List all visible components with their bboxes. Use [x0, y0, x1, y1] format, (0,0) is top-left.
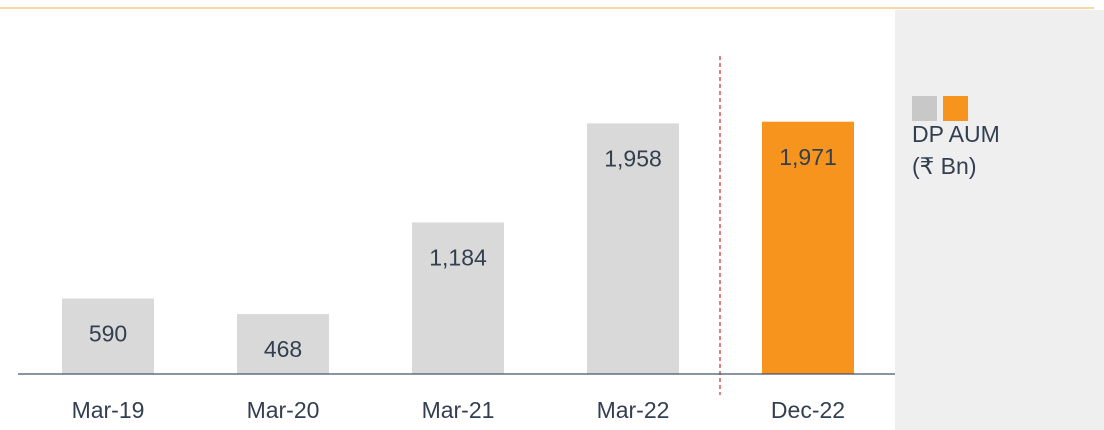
legend-label: (₹ Bn) — [912, 153, 976, 179]
x-tick-label: Mar-19 — [72, 397, 145, 423]
x-tick-label: Mar-20 — [247, 397, 320, 423]
value-label: 1,958 — [604, 145, 662, 171]
bar — [237, 314, 329, 374]
legend-panel — [895, 10, 1104, 430]
value-label: 590 — [89, 321, 127, 347]
bar — [587, 123, 679, 374]
value-label: 1,971 — [779, 144, 837, 170]
x-tick-label: Dec-22 — [771, 397, 845, 423]
x-tick-label: Mar-21 — [422, 397, 495, 423]
legend-swatch — [943, 96, 968, 121]
bar — [762, 121, 854, 374]
legend-label: DP AUM — [912, 121, 1000, 147]
value-label: 1,184 — [429, 245, 487, 271]
x-tick-label: Mar-22 — [597, 397, 670, 423]
bar — [62, 298, 154, 374]
value-label: 468 — [264, 336, 302, 362]
bar — [412, 222, 504, 374]
legend-swatch — [912, 96, 937, 121]
